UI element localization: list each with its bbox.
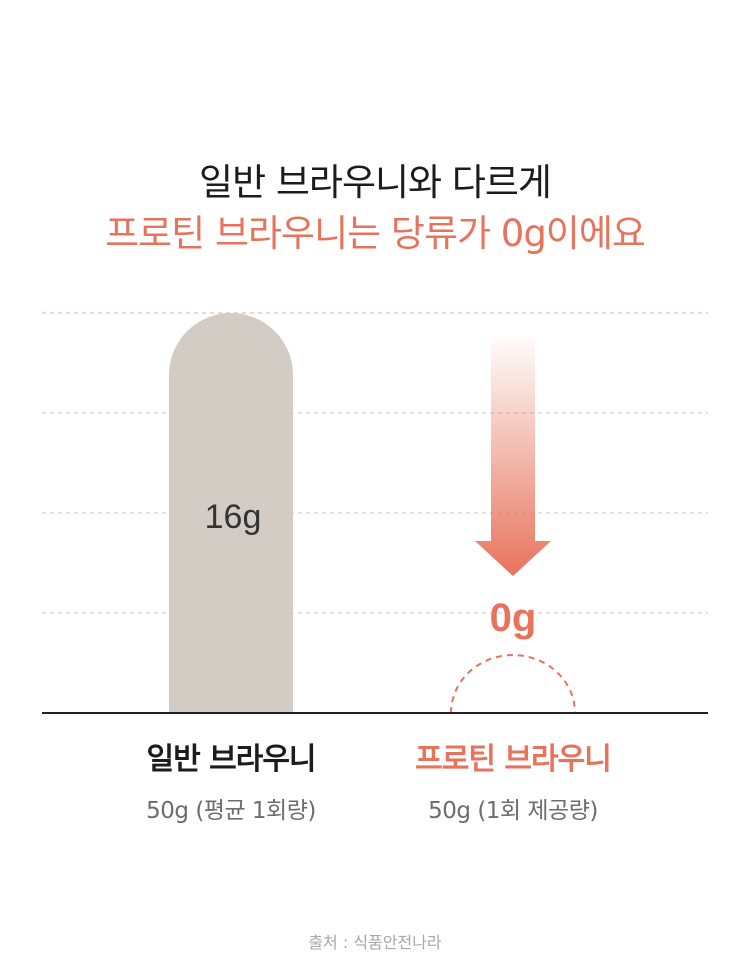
headline-line-1: 일반 브라우니와 다르게: [199, 161, 552, 204]
category-label-protein-brownie: 프로틴 브라우니: [415, 742, 612, 777]
value-label-regular-brownie: 16g: [205, 498, 262, 536]
bar-protein-brownie-outline: [450, 654, 576, 714]
source-note: 출처 : 식품안전나라: [308, 933, 442, 952]
grid-lines: [42, 312, 708, 614]
bar-regular-brownie: [169, 313, 293, 713]
headline-line-2: 프로틴 브라우니는 당류가 0g이에요: [105, 212, 646, 255]
serving-note-regular-brownie: 50g (평균 1회량): [146, 798, 316, 824]
category-label-regular-brownie: 일반 브라우니: [146, 742, 316, 777]
down-arrow-icon: [475, 333, 551, 576]
value-label-protein-brownie: 0g: [490, 596, 537, 640]
serving-note-protein-brownie: 50g (1회 제공량): [428, 798, 598, 824]
